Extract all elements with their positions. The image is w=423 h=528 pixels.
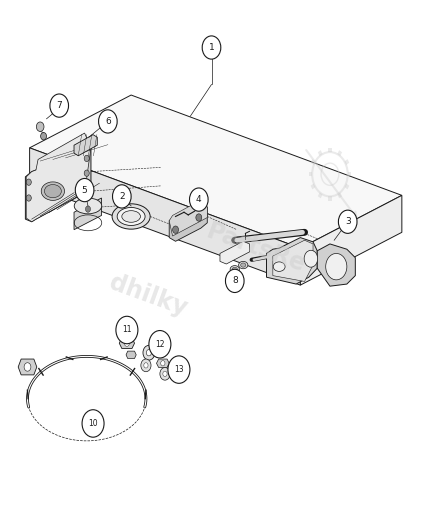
Polygon shape	[266, 238, 317, 284]
Text: 6: 6	[105, 117, 111, 126]
Circle shape	[173, 226, 179, 233]
Circle shape	[304, 250, 318, 267]
Circle shape	[190, 188, 208, 211]
Circle shape	[82, 410, 104, 437]
Polygon shape	[317, 244, 355, 286]
Polygon shape	[119, 338, 135, 348]
Circle shape	[202, 36, 221, 59]
Circle shape	[50, 94, 69, 117]
Polygon shape	[344, 184, 349, 190]
Circle shape	[149, 331, 171, 358]
Circle shape	[116, 316, 138, 344]
Polygon shape	[30, 148, 300, 285]
Circle shape	[160, 367, 170, 380]
Polygon shape	[318, 192, 322, 199]
Polygon shape	[338, 150, 342, 156]
Circle shape	[141, 359, 151, 372]
Ellipse shape	[239, 261, 248, 269]
Text: 7: 7	[56, 101, 62, 110]
Text: dhilky: dhilky	[106, 270, 190, 321]
Ellipse shape	[241, 263, 246, 267]
Polygon shape	[126, 351, 136, 359]
Text: PartsRe: PartsRe	[203, 219, 309, 277]
Polygon shape	[30, 95, 402, 248]
Polygon shape	[74, 198, 102, 230]
Polygon shape	[169, 203, 207, 241]
Text: 8: 8	[232, 276, 238, 286]
Circle shape	[113, 185, 131, 208]
Circle shape	[84, 170, 89, 176]
Ellipse shape	[232, 267, 237, 271]
Ellipse shape	[117, 208, 145, 225]
Circle shape	[124, 340, 129, 346]
Polygon shape	[25, 144, 91, 222]
Text: 12: 12	[155, 340, 165, 349]
Circle shape	[163, 371, 167, 376]
Polygon shape	[318, 150, 322, 156]
Circle shape	[168, 356, 190, 383]
Circle shape	[24, 363, 31, 371]
Circle shape	[196, 214, 202, 221]
Polygon shape	[338, 192, 342, 199]
Text: 5: 5	[82, 185, 88, 195]
Circle shape	[146, 350, 151, 356]
Polygon shape	[310, 184, 316, 190]
Polygon shape	[348, 172, 351, 176]
Circle shape	[75, 178, 94, 202]
Circle shape	[84, 155, 89, 162]
Polygon shape	[157, 359, 169, 367]
Circle shape	[144, 363, 148, 368]
Circle shape	[225, 269, 244, 293]
Polygon shape	[300, 195, 402, 285]
Text: 10: 10	[88, 419, 98, 428]
Text: 2: 2	[119, 192, 125, 201]
Circle shape	[99, 110, 117, 133]
Circle shape	[338, 210, 357, 233]
Polygon shape	[344, 159, 349, 165]
Ellipse shape	[273, 262, 285, 271]
Text: 3: 3	[345, 217, 351, 227]
Ellipse shape	[122, 211, 140, 222]
Ellipse shape	[112, 204, 150, 229]
Circle shape	[326, 253, 347, 280]
Ellipse shape	[41, 182, 65, 200]
Polygon shape	[310, 159, 316, 165]
Ellipse shape	[44, 184, 61, 197]
Text: 1: 1	[209, 43, 214, 52]
Polygon shape	[309, 172, 312, 176]
Polygon shape	[328, 196, 332, 201]
Text: 13: 13	[174, 365, 184, 374]
Circle shape	[26, 179, 31, 185]
Circle shape	[85, 206, 91, 212]
Circle shape	[36, 122, 44, 131]
Polygon shape	[328, 148, 332, 152]
Circle shape	[143, 345, 155, 360]
Text: 11: 11	[122, 325, 132, 335]
Ellipse shape	[74, 198, 102, 214]
Circle shape	[161, 361, 165, 366]
Circle shape	[26, 195, 31, 201]
Text: 4: 4	[196, 195, 202, 204]
Polygon shape	[26, 133, 91, 222]
Polygon shape	[220, 241, 250, 264]
Ellipse shape	[230, 266, 239, 273]
Polygon shape	[18, 359, 37, 375]
Polygon shape	[74, 135, 97, 156]
Polygon shape	[169, 202, 207, 236]
Polygon shape	[273, 240, 313, 281]
Circle shape	[41, 133, 47, 140]
